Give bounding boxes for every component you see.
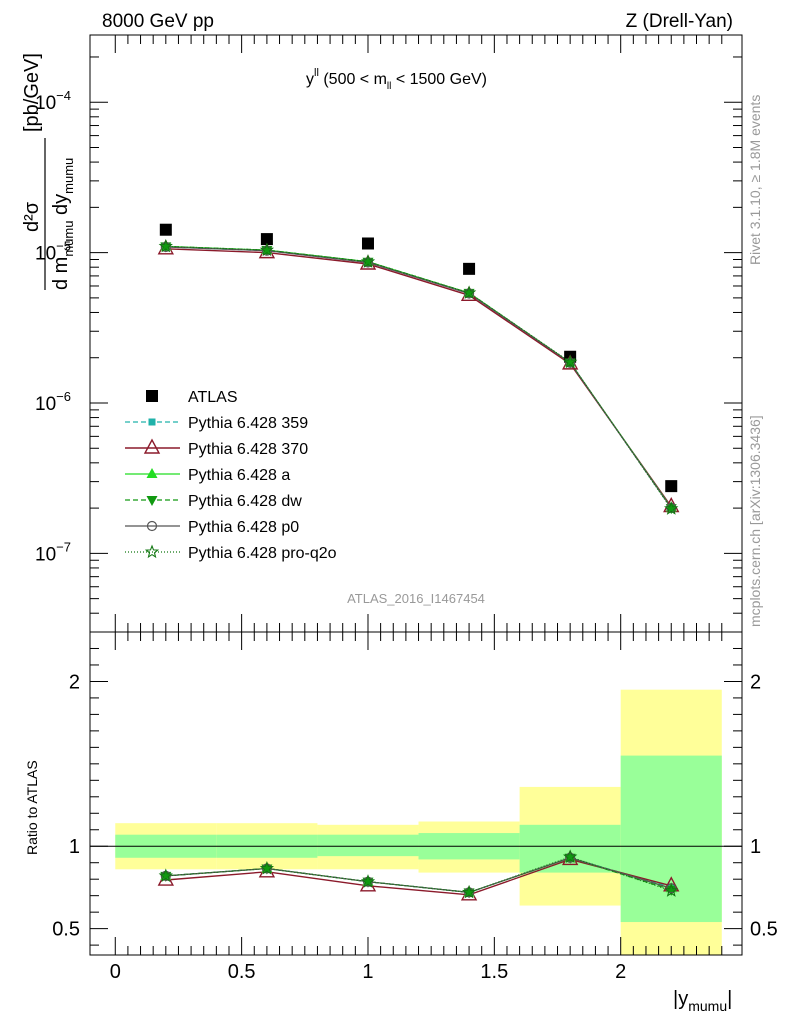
ratio-x-tick-label: 1 xyxy=(362,961,373,983)
header-left: 8000 GeV pp xyxy=(102,11,214,32)
plot-frames xyxy=(89,34,743,956)
xlabel-end: | xyxy=(727,988,732,1010)
rivet-label: Rivet 3.1.10, ≥ 1.8M events xyxy=(747,95,763,265)
series-point-pq2o xyxy=(158,238,173,253)
series-point-pq2o xyxy=(360,254,376,268)
legend: ATLAS Pythia 6.428 359 Pythia 6.428 370 Pyt… xyxy=(125,389,337,562)
ratio-y-tick-label-right: 2 xyxy=(750,671,761,693)
ratio-line-pq2o xyxy=(165,856,672,894)
ratio-plot-frame xyxy=(89,631,743,956)
main-y-tick-exponent: −6 xyxy=(56,389,71,404)
legend-label-data: ATLAS xyxy=(188,389,238,406)
ratio-line-p370 xyxy=(165,858,672,896)
band-inner-5 xyxy=(620,755,722,923)
series-point-pp0 xyxy=(565,357,576,368)
legend-marker-data xyxy=(146,390,158,402)
main-series-markers xyxy=(157,223,680,515)
ratio-y-tick-label-right: 1 xyxy=(750,836,761,858)
series-point-pp0 xyxy=(261,245,272,256)
ratio-y-tick-label-right: 0.5 xyxy=(750,919,778,941)
legend-marker-pa xyxy=(146,468,158,478)
ratio-x-tick-label: 0.5 xyxy=(228,961,256,983)
ylabel-den-a-sub: mumu xyxy=(61,221,76,257)
band-inner-2 xyxy=(317,834,419,857)
ratio-x-tick-label: 1.5 xyxy=(480,961,508,983)
ylabel-den-a: d m xyxy=(50,257,72,290)
ylabel-den-b: dy xyxy=(50,194,72,221)
xlabel-main: |y xyxy=(673,988,688,1010)
data-point xyxy=(159,223,172,236)
ylabel-numerator: d²σ xyxy=(21,201,43,232)
series-line-pq2o xyxy=(165,245,672,510)
series-point-pp0 xyxy=(463,288,475,299)
legend-label-pp0: Pythia 6.428 p0 xyxy=(188,519,299,536)
ratio-uncertainty-bands xyxy=(115,689,722,955)
series-point-pdw xyxy=(564,358,576,369)
subtitle-main: y xyxy=(306,71,314,88)
ratio-point-pp0 xyxy=(565,852,576,863)
main-plot-frame xyxy=(89,34,743,633)
ratio-x-tick-label: 0 xyxy=(110,961,121,983)
ratio-point-pdw xyxy=(564,853,576,864)
x-axis-label: |ymumu| xyxy=(673,988,732,1014)
data-point xyxy=(665,480,678,493)
data-point xyxy=(260,233,273,246)
ratio-point-p370 xyxy=(561,849,579,866)
ratio-point-pq2o xyxy=(360,874,376,888)
main-y-tick-exponent: −7 xyxy=(56,539,71,554)
legend-marker-pq2o xyxy=(144,544,160,559)
subtitle-sub: ll xyxy=(387,81,391,92)
ratio-series-markers xyxy=(157,849,680,901)
legend-marker-pdw xyxy=(146,496,158,506)
ratio-point-pq2o xyxy=(461,884,477,899)
ratio-y-tick-label: 1 xyxy=(69,836,80,858)
series-point-pq2o xyxy=(664,501,679,515)
ylabel-unit: [pb/GeV] xyxy=(21,53,43,132)
ylabel-denominator: d mmumu dymumu xyxy=(50,158,76,290)
main-y-label: [pb/GeV] d²σ d mmumu dymumu xyxy=(21,53,76,290)
main-y-tick-exponent: −5 xyxy=(56,239,71,254)
legend-marker-p359 xyxy=(148,418,156,426)
analysis-watermark: ATLAS_2016_I1467454 xyxy=(347,591,485,606)
subtitle-rest-b: < 1500 GeV) xyxy=(391,71,487,88)
xlabel-sub: mumu xyxy=(688,998,727,1014)
subtitle-rest-a: (500 < m xyxy=(319,71,387,88)
series-point-pp0 xyxy=(160,241,171,253)
series-point-pp0 xyxy=(362,257,374,268)
ratio-point-pq2o xyxy=(259,860,275,875)
ratio-x-tick-label: 2 xyxy=(615,961,626,983)
ratio-point-pq2o xyxy=(562,849,578,864)
series-point-pq2o xyxy=(562,354,578,369)
legend-label-pdw: Pythia 6.428 dw xyxy=(188,493,302,510)
header-right: Z (Drell-Yan) xyxy=(626,11,733,32)
main-y-tick-label: 10−6 xyxy=(35,389,71,415)
band-inner-4 xyxy=(519,824,621,873)
series-point-pq2o xyxy=(461,285,477,299)
legend-label-p359: Pythia 6.428 359 xyxy=(188,415,308,432)
ratio-point-pq2o xyxy=(664,883,679,897)
ratio-series-lines xyxy=(165,856,672,896)
ratio-point-pq2o xyxy=(158,868,173,883)
legend-label-p370: Pythia 6.428 370 xyxy=(188,441,308,458)
ylabel-den-b-sub: mumu xyxy=(61,158,76,194)
ratio-y-label: Ratio to ATLAS xyxy=(24,760,40,855)
plot-subtitle: yll (500 < mll < 1500 GeV) xyxy=(306,67,487,92)
data-point xyxy=(463,262,476,275)
legend-label-pa: Pythia 6.428 a xyxy=(188,467,290,484)
ratio-y-tick-label: 2 xyxy=(69,671,80,693)
main-y-tick-label: 10−7 xyxy=(35,539,71,565)
main-y-tick-exponent: −4 xyxy=(56,88,71,103)
data-point xyxy=(361,237,374,250)
subtitle-sup: ll xyxy=(314,67,319,79)
series-point-pq2o xyxy=(259,242,275,257)
legend-marker-p370 xyxy=(143,438,161,454)
legend-marker-pp0 xyxy=(146,520,158,532)
ratio-y-tick-label: 0.5 xyxy=(52,919,80,941)
legend-label-pq2o: Pythia 6.428 pro-q2o xyxy=(188,545,337,562)
mcplots-label: mcplots.cern.ch [arXiv:1306.3436] xyxy=(747,415,763,627)
main-series-lines xyxy=(165,245,672,510)
